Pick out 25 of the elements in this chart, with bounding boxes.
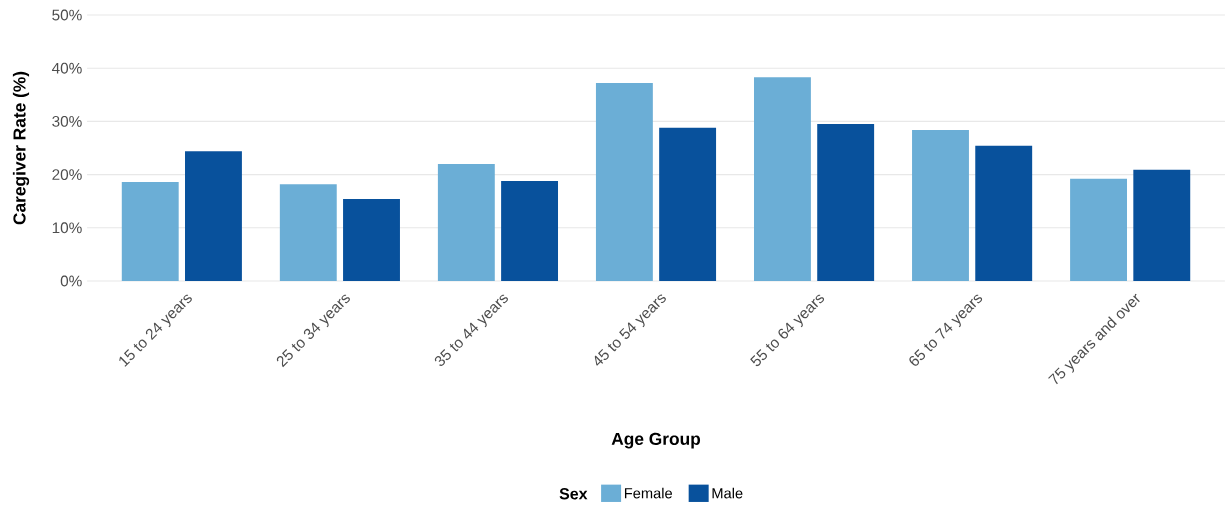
x-axis-title: Age Group bbox=[611, 432, 701, 449]
bar bbox=[279, 184, 337, 281]
bar bbox=[912, 129, 969, 281]
bar bbox=[817, 124, 875, 281]
bar bbox=[595, 83, 653, 281]
y-tick-label: 40% bbox=[51, 62, 82, 74]
bar bbox=[975, 145, 1033, 281]
bar bbox=[121, 182, 179, 281]
bar bbox=[343, 199, 400, 281]
bar bbox=[659, 127, 717, 281]
y-tick-label: 30% bbox=[52, 115, 82, 127]
bar bbox=[1133, 169, 1191, 281]
y-axis-title: Caregiver Rate (%) bbox=[12, 71, 30, 225]
y-tick-label: 50% bbox=[52, 9, 82, 21]
legend-title: Sex bbox=[559, 488, 588, 500]
y-tick-label: 0% bbox=[60, 275, 82, 287]
y-tick-label: 20% bbox=[52, 169, 82, 181]
legend-label: Female bbox=[624, 487, 673, 499]
bar bbox=[437, 163, 495, 281]
bar bbox=[754, 77, 811, 281]
y-tick-label: 10% bbox=[52, 222, 82, 234]
legend-label: Male bbox=[712, 487, 743, 499]
bar bbox=[185, 151, 242, 281]
bar bbox=[501, 180, 559, 281]
bar bbox=[1070, 178, 1127, 281]
